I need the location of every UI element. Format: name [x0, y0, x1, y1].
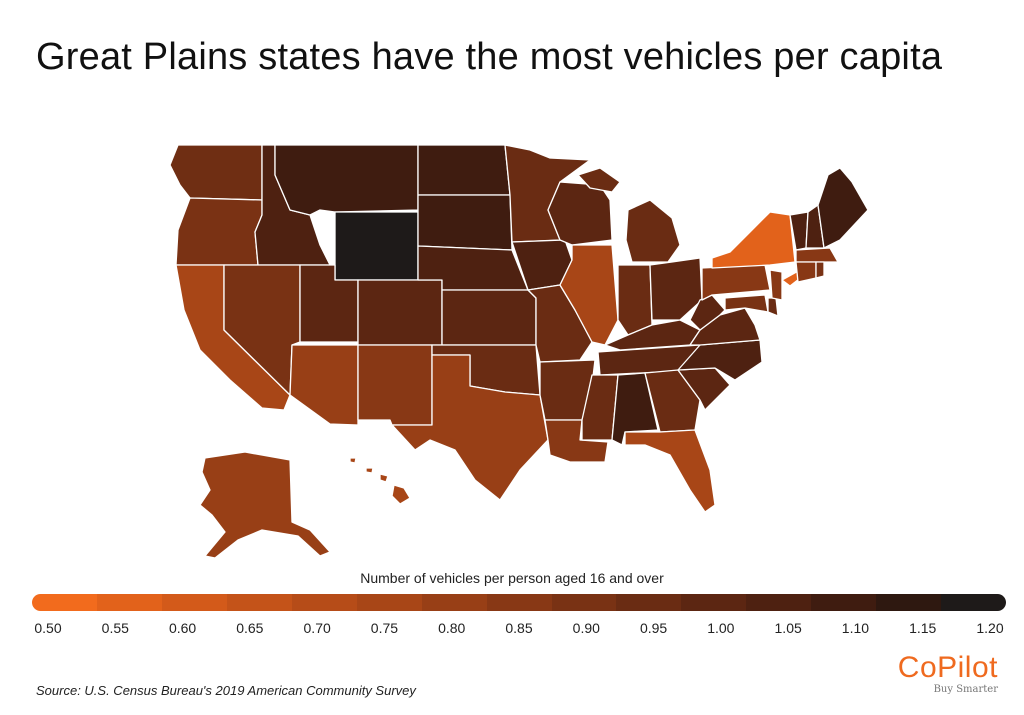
state-michigan[interactable] [625, 199, 681, 263]
state-hawaii-oahu[interactable] [365, 467, 374, 474]
state-delaware[interactable] [767, 297, 779, 317]
legend-swatch [941, 594, 1006, 611]
legend-swatch [96, 594, 162, 611]
legend-tick-label: 1.10 [841, 620, 870, 636]
state-michigan-upper[interactable] [577, 167, 621, 193]
state-oregon[interactable] [175, 197, 263, 266]
state-massachusetts[interactable] [795, 247, 839, 263]
legend-tick-label: 0.90 [572, 620, 600, 636]
state-new-mexico[interactable] [357, 344, 433, 426]
state-alaska[interactable] [199, 451, 331, 559]
legend-swatch [291, 594, 357, 611]
legend-title: Number of vehicles per person aged 16 an… [360, 570, 664, 586]
logo-tagline: Buy Smarter [933, 684, 998, 695]
state-mississippi[interactable] [581, 374, 619, 441]
legend-tick-label: 0.75 [370, 620, 399, 636]
state-georgia[interactable] [644, 369, 701, 433]
state-illinois[interactable] [559, 244, 619, 346]
state-texas[interactable] [391, 354, 549, 501]
state-louisiana[interactable] [544, 419, 609, 463]
state-hawaii-kauai[interactable] [349, 457, 357, 464]
legend-swatch [421, 594, 487, 611]
logo-name: CoPilot [897, 651, 998, 684]
legend-swatch [876, 594, 942, 611]
legend-tick-label: 1.20 [976, 620, 1004, 636]
legend-swatch [32, 594, 97, 611]
legend-tick-label: 0.85 [505, 620, 533, 636]
state-colorado[interactable] [357, 279, 443, 346]
legend-swatch [616, 594, 682, 611]
state-washington[interactable] [169, 144, 263, 201]
legend-tick-label: 0.65 [236, 620, 264, 636]
legend-tick-label: 0.55 [101, 620, 129, 636]
legend-color-scale [32, 594, 1006, 611]
state-north-dakota[interactable] [417, 144, 511, 196]
state-hawaii[interactable] [391, 484, 411, 505]
state-new-jersey[interactable] [769, 269, 783, 301]
state-arizona[interactable] [289, 344, 359, 426]
legend-tick-label: 1.15 [909, 620, 937, 636]
legend-swatch [226, 594, 292, 611]
state-wyoming[interactable] [334, 211, 419, 281]
legend-tick-label: 0.80 [438, 620, 466, 636]
legend-swatch [811, 594, 877, 611]
legend-tick-label: 0.50 [34, 620, 62, 636]
state-connecticut[interactable] [795, 261, 817, 283]
legend-swatch [486, 594, 552, 611]
state-kansas[interactable] [441, 289, 537, 346]
legend-tick-label: 1.00 [707, 620, 735, 636]
state-new-york[interactable] [711, 211, 796, 269]
legend-tick-label: 0.70 [303, 620, 331, 636]
state-hawaii-maui[interactable] [379, 473, 389, 483]
legend-tick-label: 1.05 [774, 620, 802, 636]
state-maryland[interactable] [724, 294, 769, 313]
legend-swatch [356, 594, 422, 611]
legend-swatch [161, 594, 227, 611]
state-florida[interactable] [624, 429, 716, 513]
copilot-logo: CoPilot Buy Smarter [897, 651, 998, 696]
legend-tick-label: 0.60 [168, 620, 197, 636]
state-wisconsin[interactable] [547, 181, 613, 246]
state-south-dakota[interactable] [417, 194, 513, 251]
state-maine[interactable] [817, 167, 869, 249]
legend-swatch [551, 594, 617, 611]
state-montana[interactable] [274, 144, 419, 216]
legend-swatch [746, 594, 812, 611]
legend-tick-label: 0.95 [639, 620, 668, 636]
source-note: Source: U.S. Census Bureau's 2019 Americ… [36, 683, 416, 698]
legend-ticks: 0.50 0.55 0.60 0.65 0.70 0.75 0.80 0.85 0.90 0.95… [32, 620, 1006, 640]
state-indiana[interactable] [617, 264, 653, 336]
legend-swatch [681, 594, 747, 611]
page-title: Great Plains states have the most vehicl… [36, 36, 943, 78]
state-rhode-island[interactable] [815, 261, 825, 279]
